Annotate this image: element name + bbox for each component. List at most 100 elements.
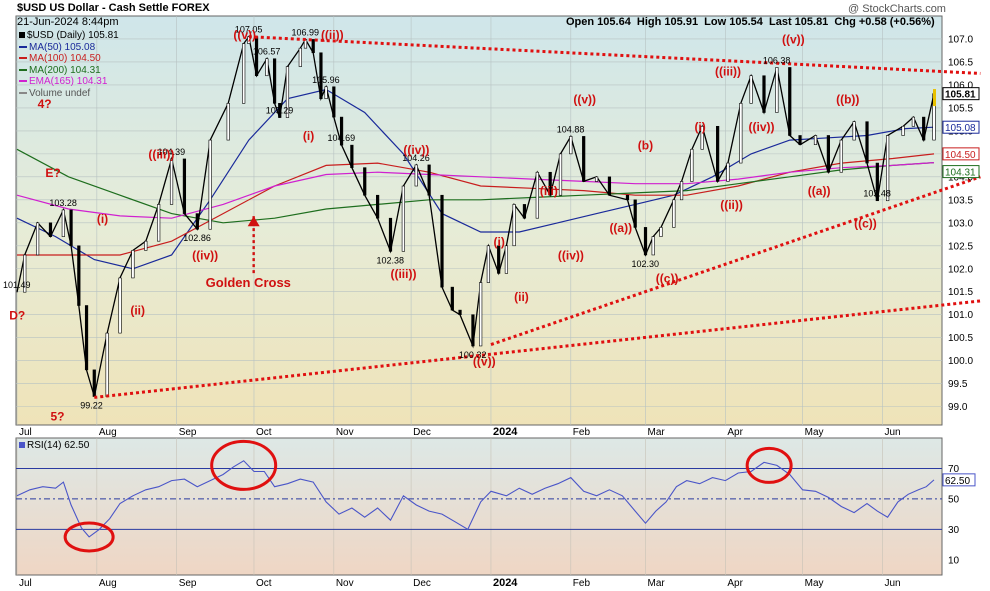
price-candle [195, 213, 199, 230]
rsi-x-tick-label: Jul [19, 578, 32, 589]
golden-cross-arrow-head [247, 216, 260, 227]
legend-label: MA(100) 104.50 [29, 53, 101, 64]
legend-item-ma50: MA(50) 105.08 [19, 42, 119, 54]
legend: $USD (Daily) 105.81 MA(50) 105.08 MA(100… [19, 30, 119, 99]
last-price-tag-text: 105.08 [945, 123, 976, 134]
wave-label: 4? [38, 97, 52, 111]
price-candle [512, 204, 516, 247]
price-candle [458, 309, 462, 316]
price-candle [922, 116, 926, 141]
price-data-label: 104.69 [328, 133, 356, 143]
wave-label: (iii) [540, 184, 558, 198]
price-candle [363, 167, 367, 196]
legend-item-ma200: MA(200) 104.31 [19, 65, 119, 77]
price-candle [440, 194, 444, 288]
last-price-tag [942, 147, 980, 161]
wave-label: (i) [97, 212, 108, 226]
symbol-line: $USD US Dollar - Cash Settle FOREX [17, 2, 210, 14]
price-data-label: 105.96 [312, 75, 340, 85]
price-x-tick-label: Apr [727, 427, 743, 438]
price-candle [265, 58, 269, 77]
overbought-circle-apr [745, 446, 793, 484]
price-candle [36, 222, 40, 256]
rsi-x-tick-label: Feb [573, 578, 591, 589]
price-data-label: 103.48 [863, 189, 891, 199]
rsi-x-tick-label: Mar [648, 578, 666, 589]
price-candle [700, 125, 704, 150]
wave-label: D? [9, 308, 25, 322]
price-candle [762, 75, 766, 113]
price-candle [77, 245, 81, 306]
price-candle [332, 86, 336, 118]
price-y-tick-label: 106.0 [948, 80, 973, 91]
legend-label: MA(200) 104.31 [29, 64, 101, 76]
price-candle [471, 314, 475, 347]
price-y-tick-label: 101.0 [948, 310, 973, 321]
wave-label: ((v)) [233, 28, 256, 42]
rsi-y-tick-label: 10 [948, 555, 960, 566]
price-y-tick-label: 103.0 [948, 218, 973, 229]
price-candle [48, 222, 53, 237]
price-candle [226, 103, 230, 141]
price-data-label: 102.38 [376, 255, 404, 265]
price-data-label: 103.28 [49, 198, 77, 208]
price-candle [659, 227, 663, 237]
price-candle [901, 125, 905, 136]
price-y-tick-label: 106.5 [948, 57, 973, 68]
price-candle [131, 250, 135, 279]
price-x-tick-label: Dec [413, 427, 431, 438]
wave-label: (ii) [514, 290, 529, 304]
price-candle [92, 369, 96, 397]
price-candle [157, 204, 161, 242]
price-candle [865, 121, 869, 164]
price-candle [497, 245, 501, 274]
price-y-tick-label: 107.0 [948, 34, 973, 45]
price-candle [633, 199, 637, 228]
price-candle [839, 139, 843, 173]
wave-label: ((iv)) [192, 249, 218, 263]
header-symbol: $USD US Dollar - Cash Settle FOREX [17, 2, 210, 14]
price-candle [486, 245, 490, 283]
wave-label: ((b)) [836, 92, 859, 106]
series-line-rsi [16, 460, 935, 538]
price-data-label: 102.86 [183, 233, 211, 243]
price-data-label: 106.99 [291, 27, 319, 37]
price-candle [726, 162, 730, 182]
wave-label: ((c)) [854, 216, 877, 230]
price-candle [739, 103, 743, 164]
legend-label: Volume undef [29, 87, 91, 99]
price-candle [388, 217, 393, 252]
price-candle [272, 58, 277, 104]
price-candle [61, 209, 65, 237]
wave-label: ((iii)) [715, 65, 741, 79]
wave-label: E? [45, 166, 60, 180]
legend-swatch [19, 45, 27, 48]
price-data-label: 106.57 [253, 47, 281, 57]
price-candle [716, 125, 720, 182]
price-x-tick-label: 2024 [493, 426, 518, 438]
price-candle [826, 135, 830, 173]
last-price-tag-text: 104.50 [945, 150, 976, 161]
price-candle [169, 158, 174, 205]
price-candle [319, 52, 323, 100]
price-x-tick-label: Jun [884, 427, 900, 438]
rsi-title: RSI(14) 62.50 [19, 440, 89, 451]
price-y-tick-label: 100.5 [948, 333, 973, 344]
price-x-tick-label: Sep [179, 427, 197, 438]
golden-cross-label: Golden Cross [206, 275, 291, 290]
rsi-x-tick-label: 2024 [493, 577, 518, 589]
price-candle [679, 181, 684, 201]
last-price-tag-text: 104.31 [945, 168, 976, 179]
price-candle [278, 103, 282, 118]
price-candle [749, 75, 753, 104]
rsi-x-tick-label: Jun [884, 578, 900, 589]
price-candle [788, 67, 792, 136]
legend-label: EMA(165) 104.31 [29, 76, 108, 87]
rsi-y-tick-label: 50 [948, 494, 960, 505]
price-candle [450, 286, 454, 311]
trend-line-lower-support [94, 299, 981, 399]
price-candle [911, 116, 915, 127]
price-x-tick-label: Aug [99, 427, 117, 438]
price-candle [852, 121, 856, 141]
price-candle [339, 116, 344, 146]
